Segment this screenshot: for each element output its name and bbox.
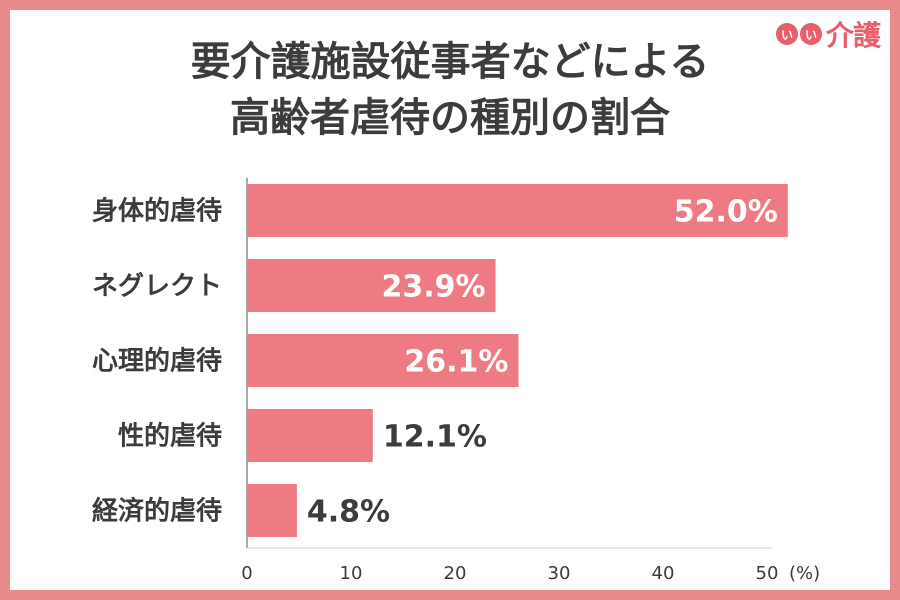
bar — [247, 184, 788, 237]
logo-dot: い — [799, 23, 822, 45]
category-label: 性的虐待 — [118, 421, 222, 452]
x-tick-label: 50 — [756, 563, 779, 584]
bar — [247, 484, 297, 537]
category-label: 経済的虐待 — [92, 496, 222, 527]
data-label: 52.0% — [674, 195, 778, 230]
x-tick-label: 10 — [340, 563, 363, 584]
category-label: 身体的虐待 — [92, 196, 222, 227]
chart-title: 要介護施設従事者などによる 高齢者虐待の種別の割合 — [0, 34, 900, 146]
bar — [247, 409, 373, 462]
x-unit-label: (%) — [789, 563, 820, 584]
bar — [247, 259, 496, 312]
data-label: 12.1% — [383, 420, 487, 455]
brand-logo: い い 介護 — [775, 14, 881, 54]
chart-title-line-1: 要介護施設従事者などによる — [190, 39, 710, 85]
x-tick-label: 20 — [444, 563, 467, 584]
logo-dot: い — [775, 23, 798, 45]
category-label: 心理的虐待 — [92, 346, 222, 377]
bar — [247, 334, 519, 387]
category-label: ネグレクト — [92, 272, 222, 302]
x-tick-label: 0 — [241, 563, 252, 584]
chart-title-line-2: 高齢者虐待の種別の割合 — [230, 95, 670, 141]
data-label: 26.1% — [404, 345, 508, 380]
x-tick-label: 40 — [652, 563, 675, 584]
logo-text: 介護 — [825, 19, 881, 52]
data-label: 4.8% — [307, 495, 390, 530]
x-tick-label: 30 — [548, 563, 571, 584]
data-label: 23.9% — [381, 270, 485, 305]
